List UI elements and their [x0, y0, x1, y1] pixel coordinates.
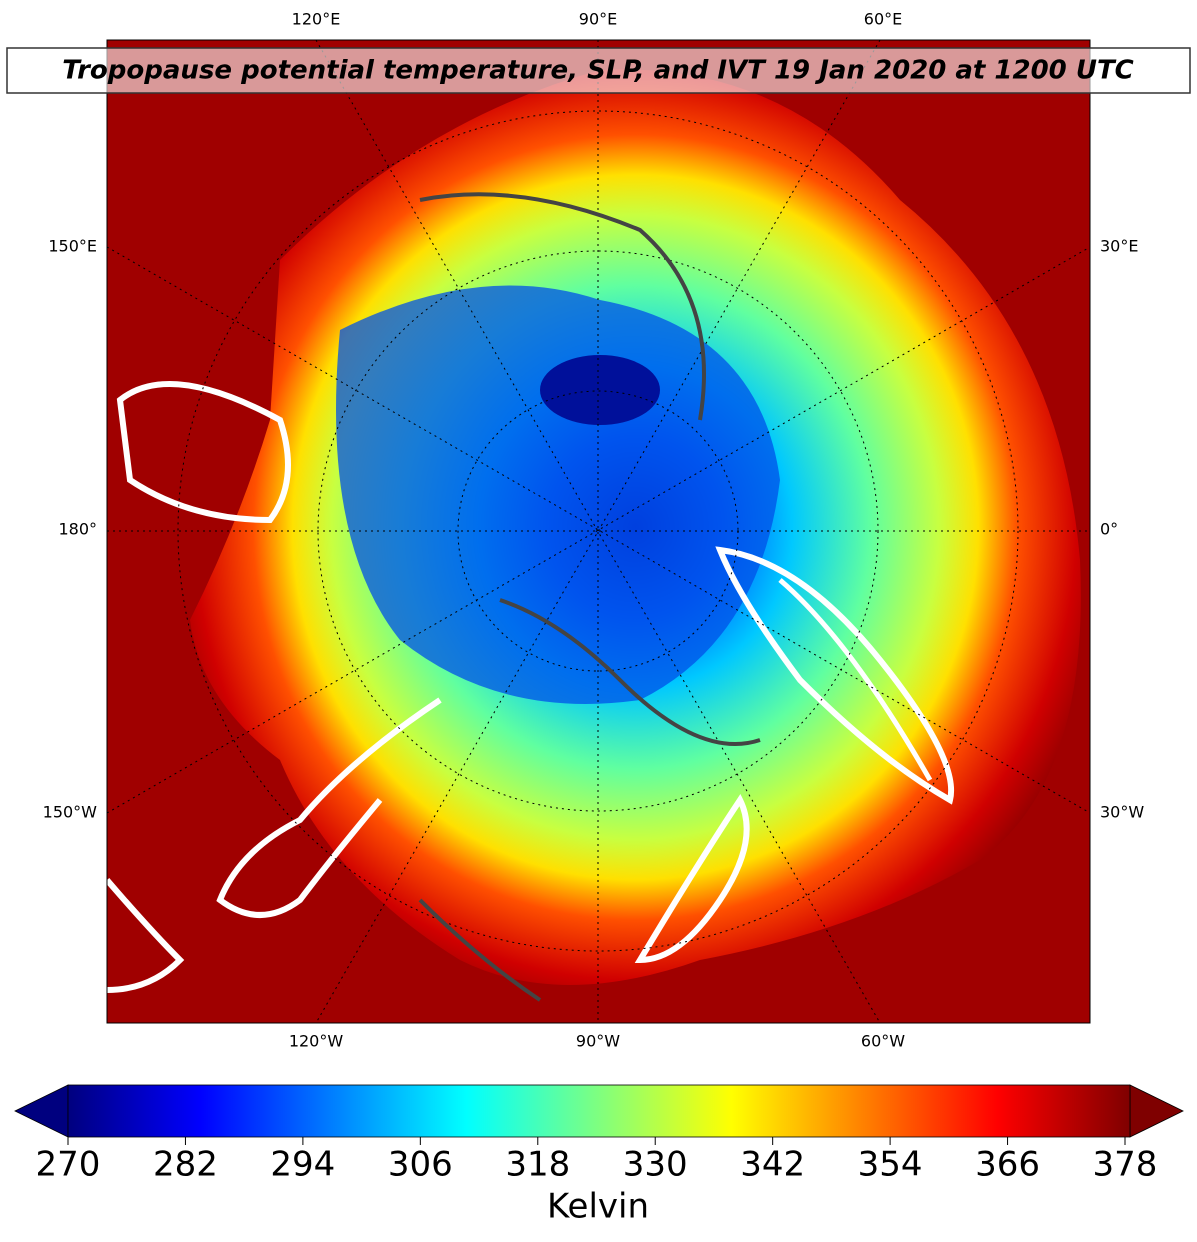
colorbar-tick-label: 318 [505, 1145, 570, 1185]
colorbar [14, 1084, 1184, 1138]
coastline [418, 192, 761, 1002]
colorbar-label: Kelvin [547, 1187, 649, 1227]
lon-label: 90°W [576, 1032, 620, 1051]
colorbar-extend-high [1129, 1084, 1184, 1138]
ivt-contour [778, 578, 933, 782]
graticule [107, 40, 1090, 1023]
lon-label: 60°E [864, 10, 902, 29]
colorbar-tick-label: 354 [858, 1145, 923, 1185]
ivt-contour [715, 546, 955, 805]
ivt-contour [216, 697, 442, 918]
lon-label: 0° [1100, 520, 1118, 539]
map-frame [106, 39, 1091, 1024]
map [107, 40, 1090, 1023]
colorbar-tick-label: 282 [153, 1145, 218, 1185]
ivt-contour [116, 381, 291, 524]
lon-label: 150°E [48, 237, 97, 256]
lon-label: 90°E [579, 10, 617, 29]
cold-pool [540, 355, 660, 425]
colorbar-tick-label: 366 [975, 1145, 1040, 1185]
lon-label: 120°W [289, 1032, 344, 1051]
lon-label: 30°W [1100, 803, 1144, 822]
colorbar-bar [67, 1084, 1131, 1138]
lon-label: 60°W [861, 1032, 905, 1051]
lon-label: 120°E [292, 10, 341, 29]
colorbar-tick-label: 306 [388, 1145, 453, 1185]
ivt-contour [634, 794, 750, 964]
lon-label: 30°E [1100, 237, 1138, 256]
ivt-contour [107, 878, 185, 993]
colorbar-tick-label: 378 [1093, 1145, 1158, 1185]
lon-label: 150°W [43, 803, 98, 822]
cold-core [336, 285, 780, 704]
title: Tropopause potential temperature, SLP, a… [62, 56, 1134, 86]
lon-label: 180° [58, 520, 97, 539]
title-box [6, 47, 1191, 94]
colorbar-tick-label: 270 [36, 1145, 101, 1185]
colorbar-tick-label: 330 [623, 1145, 688, 1185]
colorbar-tick-label: 342 [740, 1145, 805, 1185]
colorbar-tick-label: 294 [270, 1145, 335, 1185]
colorbar-extend-low [14, 1084, 69, 1138]
